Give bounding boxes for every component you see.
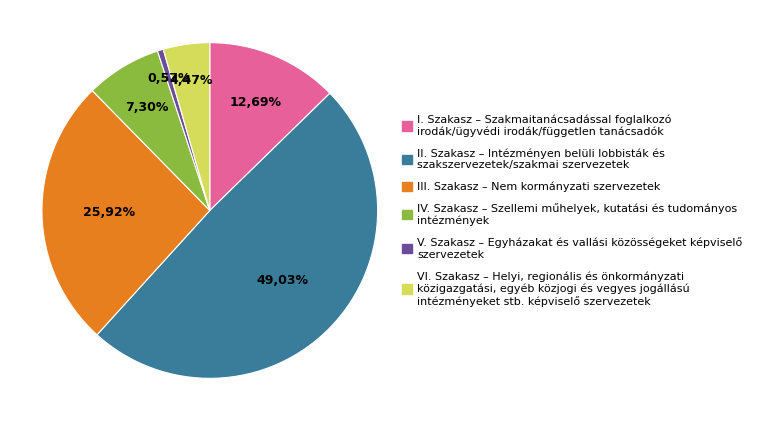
Wedge shape: [158, 49, 210, 210]
Wedge shape: [97, 93, 378, 378]
Wedge shape: [42, 91, 210, 335]
Text: 7,30%: 7,30%: [125, 101, 169, 114]
Text: 0,57%: 0,57%: [148, 72, 191, 85]
Wedge shape: [163, 43, 210, 210]
Text: 25,92%: 25,92%: [83, 206, 135, 219]
Wedge shape: [210, 43, 330, 210]
Text: 12,69%: 12,69%: [229, 96, 281, 109]
Wedge shape: [92, 51, 210, 210]
Text: 49,03%: 49,03%: [256, 274, 308, 287]
Legend: I. Szakasz – Szakmaitanácsadással foglalkozó
irodák/ügyvédi irodák/független tan: I. Szakasz – Szakmaitanácsadással foglal…: [402, 115, 743, 306]
Text: 4,47%: 4,47%: [169, 75, 213, 88]
